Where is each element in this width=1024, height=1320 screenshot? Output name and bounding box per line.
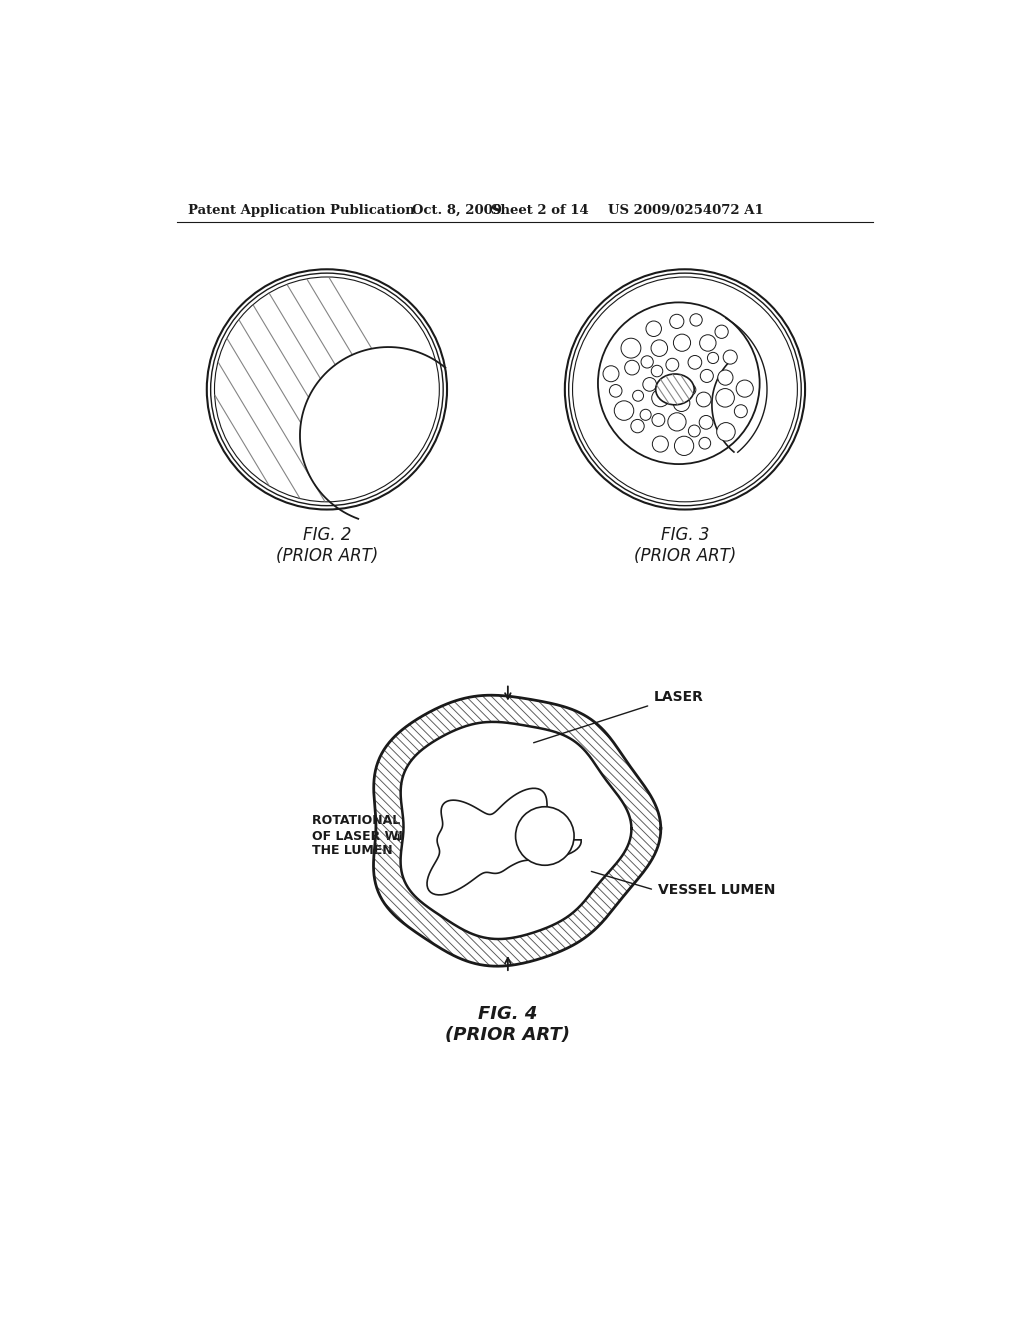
Text: VESSEL LUMEN: VESSEL LUMEN: [658, 883, 775, 896]
Circle shape: [515, 807, 574, 866]
Circle shape: [621, 338, 641, 358]
Circle shape: [651, 366, 663, 376]
Text: Sheet 2 of 14: Sheet 2 of 14: [490, 205, 589, 218]
Circle shape: [690, 314, 702, 326]
Circle shape: [716, 388, 734, 407]
Polygon shape: [427, 788, 582, 895]
Circle shape: [668, 378, 682, 392]
Circle shape: [598, 302, 760, 465]
Circle shape: [700, 370, 714, 383]
Circle shape: [717, 422, 735, 441]
Circle shape: [652, 413, 665, 426]
Circle shape: [723, 350, 737, 364]
Circle shape: [625, 360, 639, 375]
Text: FIG. 2
(PRIOR ART): FIG. 2 (PRIOR ART): [275, 527, 378, 565]
Circle shape: [688, 355, 701, 370]
Circle shape: [603, 366, 618, 381]
Circle shape: [651, 389, 670, 407]
Circle shape: [736, 380, 754, 397]
Circle shape: [668, 413, 686, 432]
Text: US 2009/0254072 A1: US 2009/0254072 A1: [608, 205, 764, 218]
Circle shape: [207, 269, 447, 510]
Polygon shape: [374, 696, 660, 966]
Text: FIG. 3
(PRIOR ART): FIG. 3 (PRIOR ART): [634, 527, 736, 565]
Circle shape: [685, 384, 696, 395]
Circle shape: [688, 425, 700, 437]
Polygon shape: [400, 722, 632, 939]
Text: ROTATIONAL PATH
OF LASER WITHIN
THE LUMEN: ROTATIONAL PATH OF LASER WITHIN THE LUME…: [311, 814, 439, 858]
Circle shape: [565, 269, 805, 510]
Circle shape: [631, 420, 644, 433]
Circle shape: [207, 269, 447, 510]
Circle shape: [640, 409, 651, 420]
Circle shape: [673, 395, 690, 412]
Circle shape: [708, 352, 719, 363]
Circle shape: [652, 436, 669, 451]
Circle shape: [614, 401, 634, 420]
Circle shape: [699, 335, 716, 351]
Ellipse shape: [655, 374, 694, 405]
Circle shape: [699, 416, 713, 429]
Text: FIG. 4
(PRIOR ART): FIG. 4 (PRIOR ART): [445, 1006, 570, 1044]
Text: Patent Application Publication: Patent Application Publication: [188, 205, 415, 218]
Circle shape: [643, 378, 656, 391]
Circle shape: [641, 356, 653, 368]
Circle shape: [734, 405, 748, 417]
Circle shape: [633, 391, 643, 401]
Text: Oct. 8, 2009: Oct. 8, 2009: [412, 205, 502, 218]
Circle shape: [646, 321, 662, 337]
Circle shape: [651, 339, 668, 356]
Circle shape: [675, 436, 693, 455]
Circle shape: [699, 437, 711, 449]
Text: LASER: LASER: [654, 690, 705, 705]
Circle shape: [666, 358, 679, 371]
Circle shape: [609, 384, 622, 397]
Circle shape: [670, 314, 684, 329]
Circle shape: [674, 334, 690, 351]
Circle shape: [718, 370, 733, 385]
Circle shape: [715, 325, 728, 338]
Circle shape: [696, 392, 711, 407]
